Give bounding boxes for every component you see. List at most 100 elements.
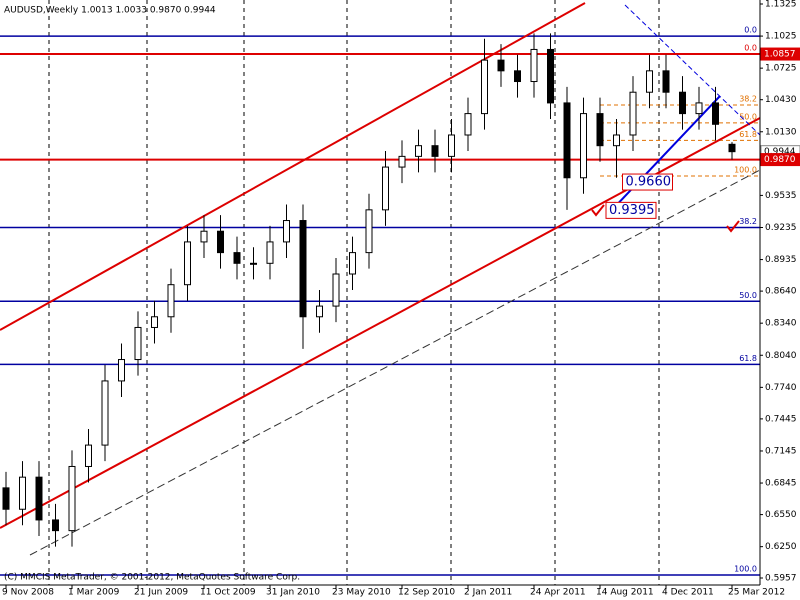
fib-label: 50.0 bbox=[739, 291, 757, 300]
candle-body bbox=[266, 241, 274, 264]
y-tick-label: 1.0430 bbox=[765, 95, 797, 105]
price-marker bbox=[760, 47, 800, 61]
y-tick-label: 0.6250 bbox=[765, 542, 797, 552]
candle-body bbox=[200, 230, 208, 243]
x-tick-label: 31 Jan 2010 bbox=[266, 588, 320, 598]
fib-label: 0.0 bbox=[744, 44, 757, 53]
candle-body bbox=[349, 252, 356, 275]
candle-body bbox=[497, 59, 505, 72]
y-tick-label: 1.1325 bbox=[765, 0, 797, 10]
footer: (C) MMCIS MetaTrader, © 2001-2012, MetaQ… bbox=[4, 573, 300, 583]
candle-body bbox=[2, 487, 10, 510]
fib-label: 100.0 bbox=[734, 165, 757, 174]
candle-body bbox=[415, 145, 422, 157]
channel-upper bbox=[0, 2, 586, 331]
price-marker-label: 1.0857 bbox=[764, 50, 796, 60]
annotation-box bbox=[605, 201, 657, 219]
candle-body bbox=[695, 102, 703, 115]
candle-body bbox=[52, 519, 59, 532]
candle-body bbox=[530, 48, 538, 83]
candle-body bbox=[514, 70, 521, 83]
candle-body bbox=[283, 220, 290, 243]
fib-label: 38.2 bbox=[739, 217, 757, 226]
annotation: 0.9395 bbox=[609, 203, 655, 218]
y-tick-label: 0.7740 bbox=[765, 383, 797, 393]
x-tick-label: 11 Oct 2009 bbox=[200, 588, 256, 598]
x-tick-label: 1 Mar 2009 bbox=[68, 588, 120, 598]
x-tick-label: 9 Nov 2008 bbox=[2, 588, 54, 598]
candle-body bbox=[448, 134, 455, 157]
candle-body bbox=[382, 166, 389, 211]
x-tick-label: 23 May 2010 bbox=[332, 588, 391, 598]
y-tick-label: 1.0130 bbox=[765, 127, 797, 137]
candle-body bbox=[250, 262, 257, 265]
candle-body bbox=[184, 241, 191, 286]
blue-trend bbox=[609, 95, 721, 213]
levels: 0.0 38.2 50.0 61.8 100.0 0.0 38.2 50.0 61.8 100.0 bbox=[0, 26, 760, 576]
y-tick-label: 0.9535 bbox=[765, 191, 797, 201]
candle-body bbox=[167, 284, 175, 318]
fib-label: 100.0 bbox=[734, 565, 757, 574]
y-tick-label: 0.9235 bbox=[765, 223, 797, 233]
candles bbox=[2, 33, 736, 547]
y-tick-label: 0.8040 bbox=[765, 351, 797, 361]
candle-body bbox=[398, 155, 406, 168]
candle-body bbox=[580, 113, 587, 179]
candle-body bbox=[679, 91, 686, 115]
x-tick-label: 21 Jun 2009 bbox=[134, 588, 188, 598]
candle-body bbox=[217, 230, 224, 254]
candle-body bbox=[629, 91, 637, 136]
candle-body bbox=[134, 326, 142, 361]
fib-label: 0.0 bbox=[744, 26, 757, 35]
fib-label: 38.2 bbox=[739, 95, 757, 104]
price-marker-label: 0.9870 bbox=[764, 155, 796, 165]
candle-body bbox=[19, 476, 26, 510]
annotation-box bbox=[622, 173, 673, 191]
y-tick-label: 0.8340 bbox=[765, 319, 797, 329]
candle-body bbox=[712, 102, 719, 125]
y-tick-label: 1.1025 bbox=[765, 32, 797, 42]
candle-body bbox=[365, 209, 373, 254]
x-tick-label: 2 Jan 2011 bbox=[464, 588, 512, 598]
year-separators bbox=[48, 0, 660, 585]
y-tick-label: 0.8935 bbox=[765, 255, 797, 265]
price-marker-label: 0.9944 bbox=[764, 147, 796, 157]
price-marker bbox=[760, 153, 800, 167]
x-tick-label: 25 Mar 2012 bbox=[728, 588, 785, 598]
candle-body bbox=[481, 59, 488, 115]
candle-body bbox=[464, 113, 472, 136]
x-tick-label: 12 Sep 2010 bbox=[398, 588, 455, 598]
x-tick-label: 4 Dec 2011 bbox=[662, 588, 714, 598]
y-tick-label: 1.0725 bbox=[765, 64, 797, 74]
fib-label: 50.0 bbox=[739, 112, 757, 121]
candle-body bbox=[547, 48, 554, 104]
candle-body bbox=[662, 70, 670, 93]
candle-body bbox=[101, 380, 109, 446]
checkmark bbox=[726, 220, 740, 233]
candle-body bbox=[151, 316, 158, 328]
y-tick-label: 0.8640 bbox=[765, 287, 797, 297]
candle-body bbox=[563, 102, 571, 179]
candle-body bbox=[233, 252, 241, 264]
x-tick-label: 14 Aug 2011 bbox=[596, 588, 654, 598]
channel-mid bbox=[29, 169, 761, 556]
candle-body bbox=[431, 145, 439, 157]
fib-label: 61.8 bbox=[739, 354, 757, 363]
candle-body bbox=[728, 143, 736, 153]
candle-body bbox=[85, 444, 92, 467]
y-tick-label: 0.6845 bbox=[765, 479, 797, 489]
y-tick-label: 0.7445 bbox=[765, 414, 797, 424]
candle-body bbox=[118, 359, 125, 382]
x-tick-label: 24 Apr 2011 bbox=[530, 588, 586, 598]
candle-body bbox=[332, 273, 340, 307]
checkmark bbox=[591, 204, 605, 217]
blue-dashed bbox=[624, 4, 761, 136]
candle-body bbox=[35, 476, 43, 521]
annotation: 0.9660 bbox=[626, 175, 672, 190]
candle-body bbox=[613, 134, 620, 147]
candle-body bbox=[596, 113, 604, 147]
chart-title: AUDUSD,Weekly 1.0013 1.0033 0.9870 0.994… bbox=[4, 6, 216, 16]
